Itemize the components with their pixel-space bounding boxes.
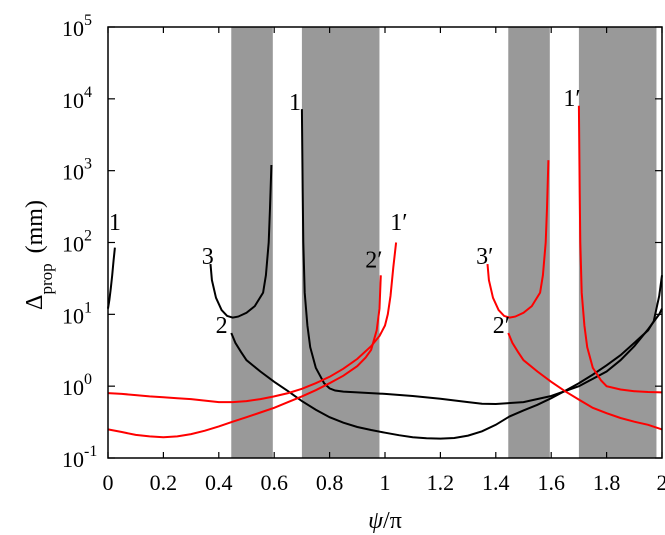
y-tick-exponent: 1	[84, 299, 92, 316]
y-tick-label: 10-1	[62, 443, 97, 472]
series-line	[577, 105, 663, 394]
curve-label: 3	[202, 244, 214, 270]
y-tick-base: 10	[62, 303, 84, 328]
y-tick-label: 104	[62, 84, 92, 113]
y-axis-title: Δprop (mm)	[22, 200, 56, 310]
y-tick-base: 10	[62, 88, 84, 113]
y-tick-exponent: 5	[84, 12, 92, 29]
y-axis-unit: (mm)	[22, 200, 48, 253]
y-tick-base: 10	[62, 375, 84, 400]
series-line	[300, 109, 663, 406]
curve-label: 3′	[476, 244, 493, 270]
y-tick-exponent: 4	[84, 84, 92, 101]
y-tick-base: 10	[62, 232, 84, 257]
x-tick-label: 0.8	[316, 470, 344, 495]
y-axis-symbol: Δ	[22, 295, 48, 310]
x-tick-label: 1.2	[427, 470, 455, 495]
series-line	[507, 332, 663, 431]
curve-label: 2	[216, 313, 228, 339]
y-tick-exponent: 0	[84, 371, 92, 388]
x-axis-ticks: 0 0.2 0.4 0.6 0.8 1 1.2 1.4 1.6 1.8 2	[103, 27, 665, 495]
curve-label: 1′	[563, 86, 580, 112]
y-axis-subscript: prop	[37, 263, 56, 294]
curve-label: 1	[289, 90, 301, 116]
shaded-band	[508, 27, 550, 458]
y-tick-base: 10	[62, 16, 84, 41]
curve-labels: 1 3 2 1 1′ 2′ 3′ 2′ 1′	[109, 86, 581, 339]
curve-label: 2′	[365, 247, 382, 273]
x-axis-rest: /π	[383, 508, 402, 534]
x-tick-label: 0.2	[150, 470, 178, 495]
y-tick-label: 100	[62, 371, 92, 400]
curve-label: 1	[109, 210, 121, 236]
x-tick-label: 2	[657, 470, 665, 495]
y-tick-exponent: -1	[84, 443, 97, 460]
y-tick-label: 103	[62, 156, 92, 185]
x-axis-title: ψ/π	[368, 508, 402, 534]
series-line	[486, 160, 550, 319]
x-tick-label: 1.4	[482, 470, 510, 495]
x-tick-label: 1.6	[537, 470, 565, 495]
shaded-band	[231, 27, 273, 458]
x-tick-label: 0	[103, 470, 114, 495]
series-line	[107, 275, 382, 439]
x-tick-label: 1.8	[593, 470, 621, 495]
curve-label: 1′	[390, 210, 407, 236]
x-tick-label: 1	[380, 470, 391, 495]
y-tick-exponent: 3	[84, 156, 92, 173]
shaded-band	[578, 27, 657, 458]
data-curves	[107, 105, 663, 440]
series-line	[209, 164, 273, 319]
y-tick-label: 101	[62, 299, 92, 328]
series-line	[107, 247, 116, 309]
x-axis-var: ψ	[368, 508, 384, 534]
y-tick-label: 102	[62, 228, 92, 257]
curve-label: 2′	[493, 313, 510, 339]
y-tick-exponent: 2	[84, 228, 92, 245]
x-tick-label: 0.6	[260, 470, 288, 495]
y-tick-label: 105	[62, 12, 92, 41]
shaded-bands	[231, 27, 657, 458]
y-tick-base: 10	[62, 160, 84, 185]
shaded-band	[301, 27, 380, 458]
y-tick-base: 10	[62, 447, 84, 472]
x-tick-label: 0.4	[205, 470, 233, 495]
series-line	[107, 242, 398, 404]
series-line	[230, 275, 663, 440]
